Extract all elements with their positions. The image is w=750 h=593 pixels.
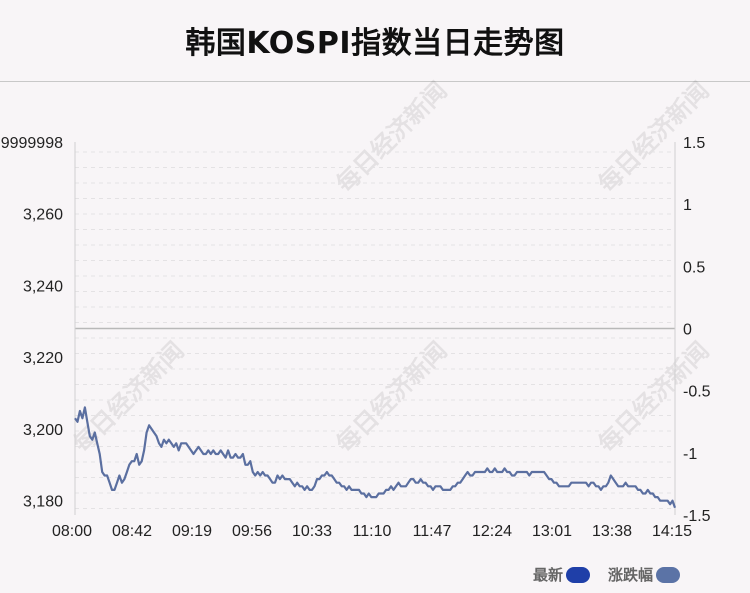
- axes: 3,180 3,200 3,220 3,240 3,260 3,279.999999999…: [0, 135, 711, 540]
- y-left-tick-label: 3,200: [23, 422, 63, 439]
- y-right-tick-label: 1.5: [683, 135, 705, 152]
- x-tick-label: 13:01: [532, 523, 572, 540]
- series-line-latest: [74, 406, 677, 509]
- y-left-tick-label: 3,240: [23, 278, 63, 295]
- legend-label-latest: 最新: [533, 566, 564, 584]
- legend-swatch-change: [656, 567, 681, 583]
- grid: [75, 151, 675, 509]
- y-right-tick-label: 1: [683, 197, 692, 214]
- x-tick-label: 12:24: [472, 523, 512, 540]
- y-right-tick-label: 0.5: [683, 259, 705, 276]
- y-left-tick-label: 3,279.9999999999998: [0, 135, 63, 152]
- y-right-tick-label: -1.5: [683, 508, 711, 525]
- legend-item-latest[interactable]: 最新: [533, 564, 591, 585]
- y-left-tick-label: 3,260: [23, 207, 63, 224]
- y-right-tick-label: -1: [683, 446, 697, 463]
- x-tick-label: 11:47: [413, 523, 452, 540]
- x-tick-label: 09:19: [172, 523, 212, 540]
- legend-item-change[interactable]: 涨跌幅: [608, 564, 681, 585]
- chart-title: 韩国KOSPI指数当日走势图: [185, 26, 565, 61]
- y-right-tick-label: 0: [683, 322, 692, 339]
- x-tick-label: 13:38: [592, 523, 632, 540]
- x-tick-label: 10:33: [292, 523, 332, 540]
- y-left-tick-label: 3,220: [23, 350, 63, 367]
- x-tick-label: 09:56: [232, 523, 272, 540]
- x-tick-label: 08:00: [52, 523, 92, 540]
- y-left-tick-label: 3,180: [23, 494, 63, 511]
- x-tick-label: 08:42: [112, 523, 152, 540]
- x-tick-label: 14:15: [652, 523, 692, 540]
- y-right-tick-label: -0.5: [683, 384, 711, 401]
- title-divider: [0, 81, 750, 82]
- legend-label-change: 涨跌幅: [608, 566, 654, 584]
- x-tick-label: 11:10: [353, 523, 392, 540]
- series-layer: [74, 406, 677, 509]
- legend-swatch-latest: [566, 567, 591, 583]
